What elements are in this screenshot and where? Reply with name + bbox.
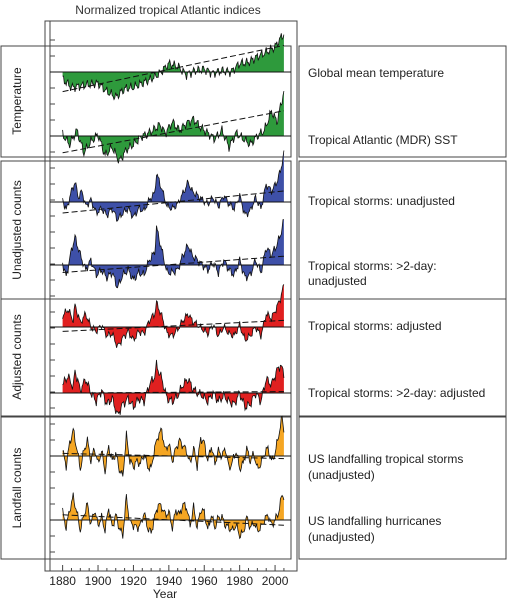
series-label-ts-2day-unadjusted: Tropical storms: >2-day: unadjusted bbox=[308, 259, 440, 288]
series-label-ts-2day-adjusted: Tropical storms: >2-day: adjusted bbox=[308, 386, 485, 400]
plot-frame bbox=[44, 20, 298, 572]
group-box-temperature bbox=[0, 45, 292, 158]
series-label-us-landfall-hurricanes-line1: US landfalling hurricanes bbox=[308, 514, 441, 528]
series-label-ts-2day-unadjusted-line1: Tropical storms: >2-day: bbox=[308, 259, 437, 273]
chart-title: Normalized tropical Atlantic indices bbox=[75, 3, 260, 17]
group-label-adjusted: Adjusted counts bbox=[10, 314, 24, 399]
x-axis: 1880 1900 1920 1940 1960 1980 2000 bbox=[49, 565, 289, 588]
x-tick-label: 1980 bbox=[226, 574, 253, 588]
series-label-us-landfall-hurricanes: US landfalling hurricanes (unadjusted) bbox=[308, 514, 445, 544]
series-label-us-landfall-ts-line2: (unadjusted) bbox=[308, 468, 375, 482]
series-line-landfall-counts-0 bbox=[62, 415, 285, 477]
series-line-temperature-0 bbox=[62, 33, 285, 101]
label-box-adjusted bbox=[298, 298, 507, 417]
series-label-us-landfall-ts-line1: US landfalling tropical storms bbox=[308, 452, 463, 466]
series-area-landfall-counts-0 bbox=[62, 416, 284, 477]
series-label-global-mean-temperature: Global mean temperature bbox=[308, 66, 444, 80]
trend-line-temperature-1 bbox=[62, 110, 285, 154]
series-label-ts-2day-unadjusted-line2: unadjusted bbox=[308, 274, 367, 288]
trend-line-temperature-0 bbox=[62, 44, 285, 93]
group-label-landfall: Landfall counts bbox=[10, 448, 24, 529]
group-box-landfall bbox=[0, 416, 292, 560]
left-axis-ticks bbox=[50, 39, 55, 553]
series-label-ts-adjusted: Tropical storms: adjusted bbox=[308, 319, 442, 333]
label-box-landfall bbox=[298, 416, 507, 560]
series-line-temperature-1 bbox=[62, 91, 285, 164]
series-area-unadjusted-counts-1 bbox=[62, 219, 284, 288]
series-label-us-landfall-hurricanes-line2: (unadjusted) bbox=[308, 530, 375, 544]
series-line-adjusted-counts-1 bbox=[62, 359, 285, 415]
trend-line-adjusted-counts-1 bbox=[62, 391, 284, 394]
x-tick-label: 1940 bbox=[155, 574, 182, 588]
x-axis-label: Year bbox=[153, 587, 177, 601]
x-tick-label: 1960 bbox=[191, 574, 218, 588]
series-area-temperature-0 bbox=[62, 33, 284, 100]
series-label-us-landfall-ts: US landfalling tropical storms (unadjust… bbox=[308, 452, 467, 482]
series-layer bbox=[50, 33, 291, 540]
series-line-adjusted-counts-0 bbox=[62, 284, 285, 348]
trend-line-landfall-counts-0 bbox=[62, 452, 284, 460]
x-tick-label: 1900 bbox=[85, 574, 112, 588]
trend-line-adjusted-counts-0 bbox=[62, 319, 284, 332]
trend-line-unadjusted-counts-1 bbox=[62, 255, 284, 273]
series-line-landfall-counts-1 bbox=[62, 492, 285, 540]
group-label-temperature: Temperature bbox=[10, 67, 24, 135]
series-area-temperature-1 bbox=[62, 91, 284, 164]
x-tick-label: 1880 bbox=[49, 574, 76, 588]
series-area-unadjusted-counts-0 bbox=[62, 150, 284, 222]
series-area-adjusted-counts-1 bbox=[62, 359, 284, 415]
trend-line-landfall-counts-1 bbox=[62, 514, 284, 526]
series-label-ts-unadjusted: Tropical storms: unadjusted bbox=[308, 194, 455, 208]
series-line-unadjusted-counts-1 bbox=[62, 219, 284, 289]
x-tick-label: 1920 bbox=[120, 574, 147, 588]
series-label-mdr-sst: Tropical Atlantic (MDR) SST bbox=[308, 133, 458, 147]
label-box-temperature bbox=[298, 45, 507, 158]
group-label-unadjusted: Unadjusted counts bbox=[10, 180, 24, 279]
x-tick-label: 2000 bbox=[262, 574, 289, 588]
group-box-adjusted bbox=[0, 298, 292, 417]
trend-line-unadjusted-counts-0 bbox=[62, 190, 284, 214]
